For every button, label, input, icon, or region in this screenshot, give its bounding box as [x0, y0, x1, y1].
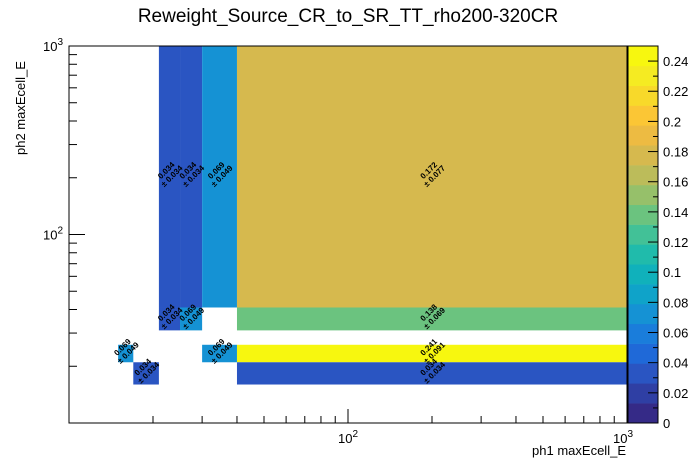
colorbar-tick-label: 0.04 — [663, 356, 688, 371]
colorbar-tick-label: 0.16 — [663, 175, 688, 190]
colorbar-segment — [628, 343, 658, 364]
heatmap-cell — [180, 307, 203, 331]
heatmap-cell — [236, 362, 627, 385]
colorbar-tick-label: 0.08 — [663, 295, 688, 310]
heatmap-cell — [180, 46, 203, 308]
heatmap-cell — [133, 362, 159, 385]
heatmap-cell — [202, 46, 237, 308]
y-tick-label: 103 — [43, 37, 63, 54]
colorbar-tick-label: 0.12 — [663, 235, 688, 250]
colorbar-tick-label: 0.1 — [663, 265, 681, 280]
x-tick-label: 103 — [613, 429, 633, 446]
x-axis-label: ph1 maxEcell_E — [532, 443, 626, 458]
colorbar-segment — [628, 65, 658, 86]
colorbar-tick-label: 0 — [663, 416, 670, 431]
heatmap-cell — [236, 46, 627, 308]
colorbar-segment — [628, 303, 658, 325]
colorbar-segment — [628, 125, 658, 146]
colorbar-segment — [628, 46, 658, 67]
colorbar-tick-label: 0.2 — [663, 114, 681, 129]
heatmap-cell — [158, 307, 181, 331]
colorbar-segment — [628, 383, 658, 404]
colorbar-segment — [628, 204, 658, 225]
colorbar-segment — [628, 184, 658, 206]
y-tick-label: 102 — [43, 226, 63, 243]
x-tick-label: 102 — [338, 429, 358, 446]
chart-title: Reweight_Source_CR_to_SR_TT_rho200-320CR — [137, 6, 559, 27]
colorbar-segment — [628, 403, 658, 424]
heatmap-cell — [118, 344, 134, 363]
colorbar-segment — [628, 363, 658, 384]
heatmap-cell — [158, 46, 181, 308]
colorbar-tick-label: 0.14 — [663, 205, 688, 220]
colorbar-segment — [628, 323, 658, 344]
heatmap-cell — [236, 307, 627, 331]
colorbar-tick-label: 0.06 — [663, 326, 688, 341]
colorbar-tick-label: 0.02 — [663, 386, 688, 401]
colorbar-frame — [627, 45, 659, 424]
colorbar-tick-label: 0.24 — [663, 54, 688, 69]
colorbar-tick-label: 0.22 — [663, 84, 688, 99]
colorbar-segment — [628, 85, 658, 106]
colorbar-segment — [628, 105, 658, 126]
colorbar-segment — [628, 165, 658, 186]
colorbar-tick-label: 0.18 — [663, 145, 688, 160]
colorbar-segment — [628, 284, 658, 305]
colorbar-segment — [628, 264, 658, 285]
colorbar-segment — [628, 244, 658, 265]
colorbar-segment — [628, 145, 658, 166]
heatmap-cell — [236, 344, 627, 363]
colorbar-segment — [628, 224, 658, 245]
heatmap-cell — [202, 344, 237, 363]
cell-label-group: 0.069± 0.049 — [112, 337, 141, 366]
